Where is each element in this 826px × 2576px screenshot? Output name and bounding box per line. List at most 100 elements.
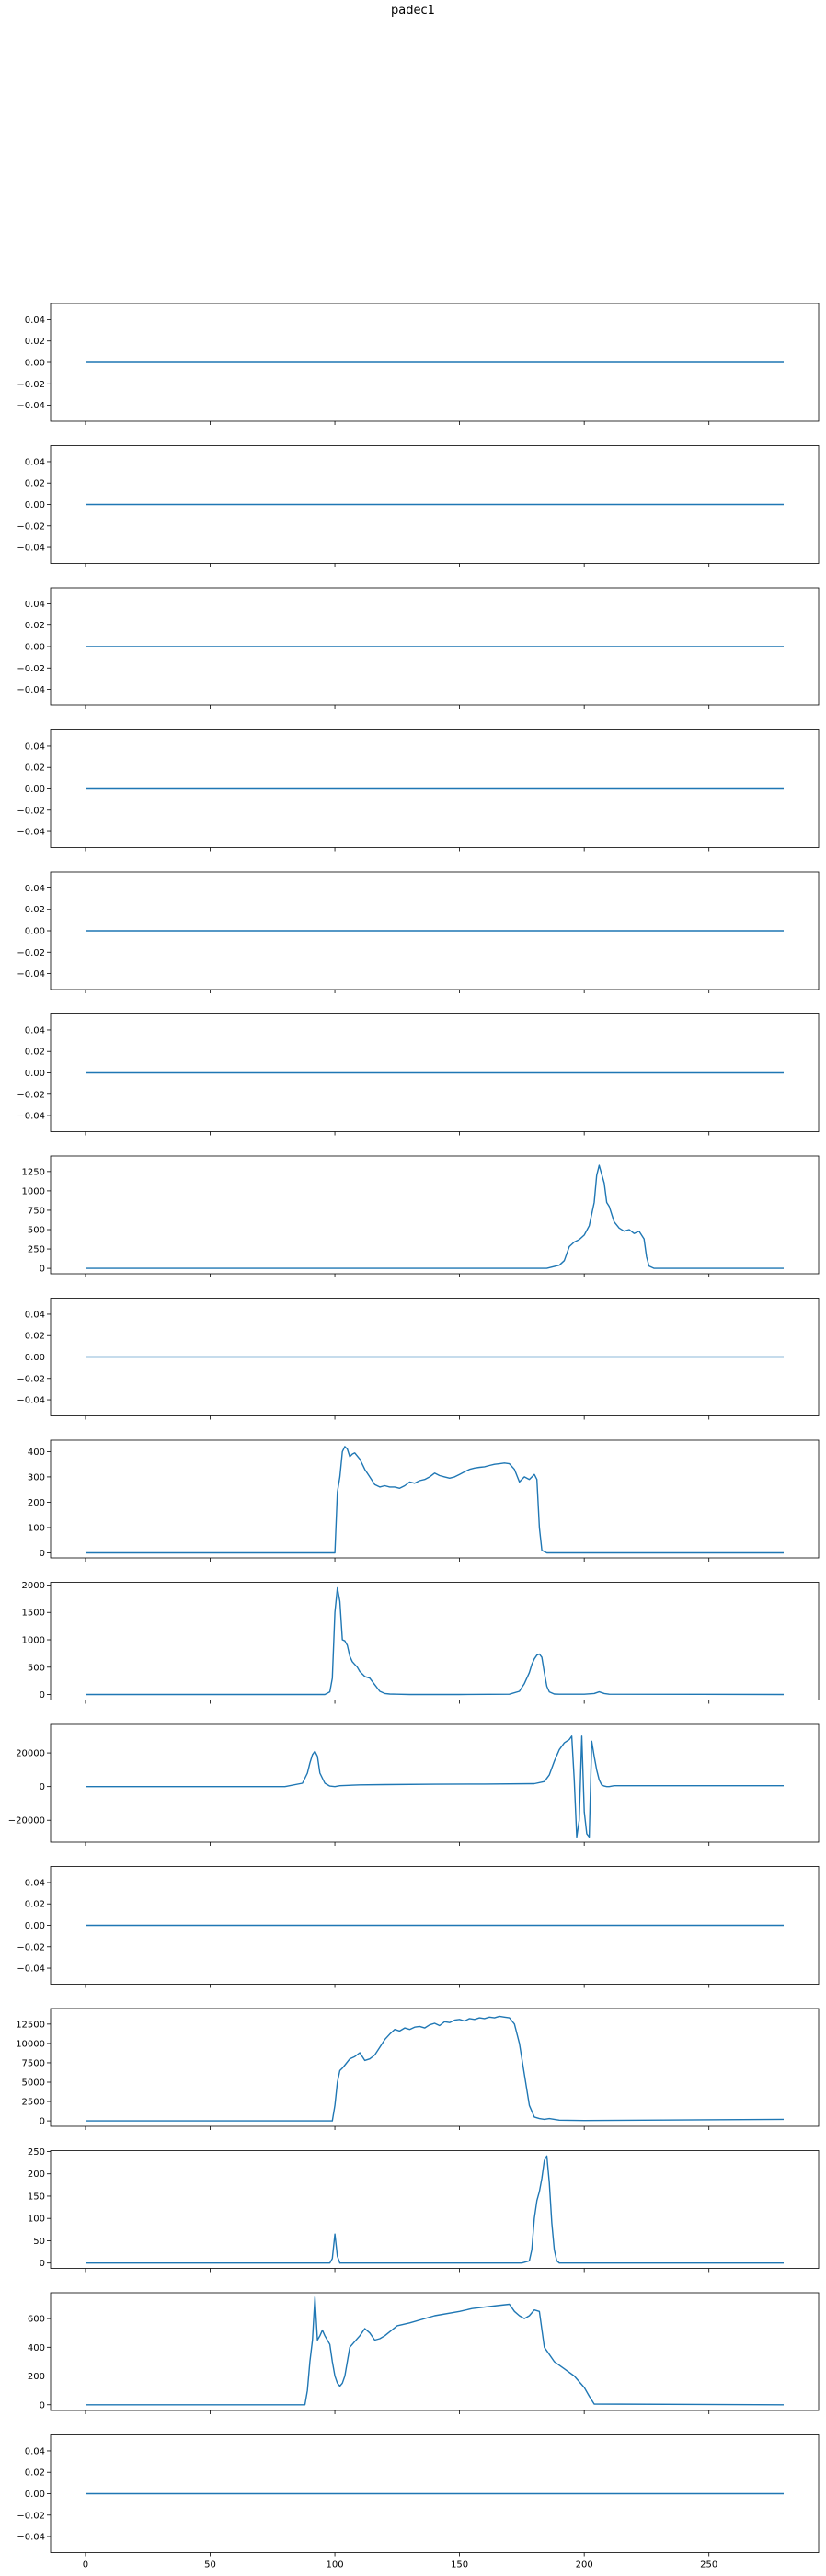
x-tick-label: 200: [576, 2560, 593, 2570]
y-tick-label: 0.00: [25, 927, 45, 937]
y-tick-label: 400: [28, 1448, 45, 1458]
subplot-10: 2000 1500 1000 500 0: [22, 1581, 820, 1704]
y-tick-label: 7500: [22, 2058, 45, 2068]
y-tick-label: −0.02: [17, 1942, 45, 1952]
subplot-6: 0.04 0.02 0.00 −0.02 −0.04: [17, 1013, 820, 1136]
subplot-7: 1250 1000 750 500 250 0: [22, 1155, 820, 1277]
subplot-3: 0.04 0.02 0.00 −0.02 −0.04: [17, 587, 820, 709]
y-tick-label: 0.00: [25, 2490, 45, 2500]
y-tick-label: −0.04: [17, 1396, 45, 1406]
y-tick-label: 750: [28, 1206, 45, 1216]
axes-frame: [50, 303, 820, 422]
y-tick-label: −0.04: [17, 2533, 45, 2543]
y-tick-label: 0.02: [25, 1900, 45, 1910]
y-tick-label: 1000: [22, 1636, 45, 1646]
y-tick-label: 0.04: [25, 600, 45, 610]
axes-frame: [50, 1866, 820, 1985]
y-tick-label: −0.02: [17, 1374, 45, 1384]
axes-frame: [50, 1155, 820, 1275]
y-tick-label: 5000: [22, 2078, 45, 2089]
subplot-11: 20000 0 −20000: [8, 1723, 820, 1846]
y-tick-label: 12500: [16, 2020, 45, 2030]
y-tick-label: −0.04: [17, 544, 45, 554]
series-line: [86, 2296, 785, 2406]
x-tick-label: 50: [204, 2560, 216, 2570]
series-line: [86, 2015, 785, 2122]
y-tick-label: 0.04: [25, 315, 45, 326]
y-tick-label: 100: [28, 1523, 45, 1533]
y-tick-label: 0.04: [25, 457, 45, 467]
y-tick-label: 0.04: [25, 1025, 45, 1036]
y-tick-label: −0.02: [17, 380, 45, 390]
y-tick-label: −20000: [8, 1816, 45, 1826]
x-tick-label: 250: [700, 2560, 717, 2570]
y-tick-label: 1250: [22, 1167, 45, 1177]
axes-frame: [50, 1582, 820, 1700]
subplot-12: 0.04 0.02 0.00 −0.02 −0.04: [17, 1866, 820, 1988]
subplot-1: 0.04 0.02 0.00 −0.02 −0.04: [17, 303, 820, 425]
y-tick-label: 0: [40, 2259, 45, 2269]
axes-frame: [50, 445, 820, 564]
y-tick-label: 0.00: [25, 1921, 45, 1931]
subplot-9: 400 300 200 100 0: [28, 1439, 820, 1562]
subplot-15: 600 400 200 0: [28, 2292, 820, 2414]
axes-frame: [50, 587, 820, 706]
subplot-13: 12500 10000 7500 5000 2500 0: [16, 2008, 820, 2130]
y-tick-label: 150: [28, 2192, 45, 2202]
y-tick-label: 400: [28, 2343, 45, 2353]
subplot-2: 0.04 0.02 0.00 −0.02 −0.04: [17, 445, 820, 567]
axes-frame: [50, 1723, 820, 1843]
y-tick-label: 2500: [22, 2098, 45, 2108]
y-tick-label: 0.04: [25, 1878, 45, 1888]
y-tick-label: 0.04: [25, 884, 45, 894]
series-line: [86, 1735, 784, 1838]
y-tick-label: −0.04: [17, 685, 45, 695]
series-line: [86, 1446, 784, 1554]
y-tick-label: 20000: [16, 1749, 45, 1759]
subplot-4: 0.04 0.02 0.00 −0.02 −0.04: [17, 729, 820, 852]
y-tick-label: −0.04: [17, 401, 45, 411]
y-tick-label: 0.00: [25, 1069, 45, 1079]
axes-frame: [50, 1439, 820, 1559]
y-tick-label: 0.00: [25, 643, 45, 653]
x-tick-label: 0: [83, 2560, 88, 2570]
y-tick-label: −0.04: [17, 828, 45, 838]
y-tick-label: 0.02: [25, 905, 45, 915]
y-tick-label: 0: [40, 1782, 45, 1792]
series-line: [86, 1164, 784, 1269]
x-tick-label: 100: [327, 2560, 344, 2570]
y-tick-label: 0.02: [25, 763, 45, 773]
y-tick-label: 0.04: [25, 741, 45, 751]
y-tick-label: 250: [28, 1245, 45, 1255]
y-tick-label: 10000: [16, 2039, 45, 2049]
y-tick-label: 0.02: [25, 479, 45, 489]
axes-frame: [50, 2434, 820, 2553]
subplot-16: 0.04 0.02 0.00 −0.02 −0.04 0 50 100 150 200 250: [17, 2434, 820, 2570]
y-tick-label: 0.02: [25, 621, 45, 631]
y-tick-label: 250: [28, 2147, 45, 2158]
y-tick-label: 100: [28, 2215, 45, 2225]
y-tick-label: −0.02: [17, 948, 45, 958]
y-tick-label: 0: [40, 2117, 45, 2127]
y-tick-label: 1000: [22, 1186, 45, 1196]
y-tick-label: 0.04: [25, 2446, 45, 2456]
y-tick-label: 0.00: [25, 784, 45, 795]
subplot-5: 0.04 0.02 0.00 −0.02 −0.04: [17, 871, 820, 993]
y-tick-label: 200: [28, 2372, 45, 2382]
axes-frame: [50, 2292, 820, 2411]
y-tick-label: 200: [28, 2170, 45, 2180]
y-tick-label: −0.04: [17, 1112, 45, 1122]
y-tick-label: 0.02: [25, 337, 45, 347]
y-tick-label: 0: [40, 1549, 45, 1559]
y-tick-label: 2000: [22, 1581, 45, 1591]
subplot-8: 0.04 0.02 0.00 −0.02 −0.04: [17, 1298, 820, 1420]
figure-title: padec1: [391, 4, 435, 17]
y-tick-label: 300: [28, 1472, 45, 1483]
series-line: [86, 2155, 784, 2264]
y-tick-label: 0.00: [25, 1353, 45, 1363]
y-tick-label: 0.00: [25, 359, 45, 369]
y-tick-label: −0.04: [17, 1964, 45, 1975]
series-line: [86, 1586, 785, 1696]
y-tick-label: 0: [40, 1690, 45, 1700]
